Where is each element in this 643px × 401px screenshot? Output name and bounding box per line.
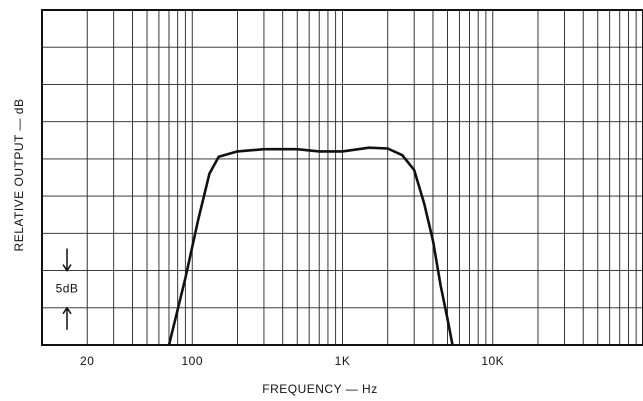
x-tick-label: 20: [80, 354, 94, 368]
x-axis-label: FREQUENCY — Hz: [262, 382, 377, 396]
x-tick-label: 10K: [481, 354, 504, 368]
response-curve: [167, 146, 454, 346]
arrow: [62, 306, 72, 330]
x-tick-label: 1K: [335, 354, 351, 368]
arrow: [62, 248, 72, 272]
annotation: 5dB: [56, 281, 79, 295]
plot-frame: [41, 9, 643, 346]
y-axis-label: RELATIVE OUTPUT — dB: [12, 99, 26, 252]
x-tick-label: 100: [181, 354, 203, 368]
